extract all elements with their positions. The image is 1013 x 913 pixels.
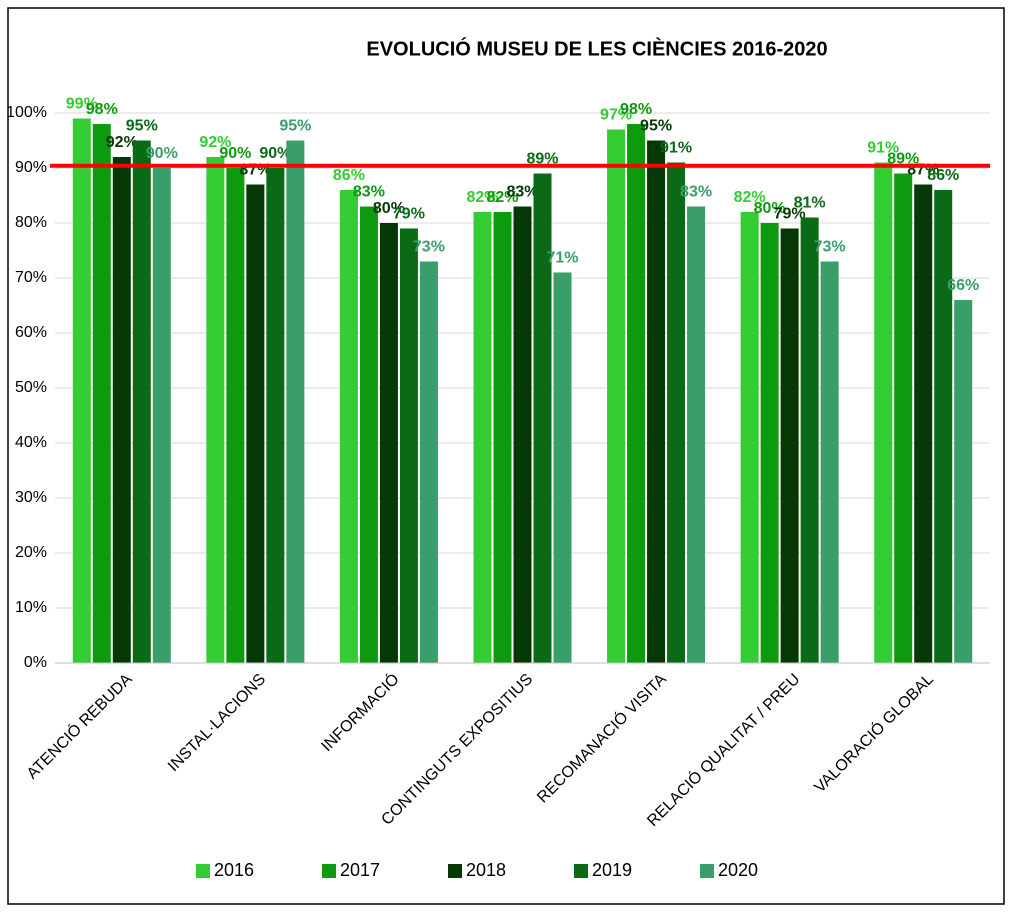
data-label: 79% xyxy=(774,206,806,223)
bar xyxy=(72,118,91,663)
data-label: 95% xyxy=(279,118,311,135)
bar xyxy=(667,162,686,663)
data-label: 97% xyxy=(600,107,632,124)
data-label: 82% xyxy=(466,189,498,206)
data-label: 90% xyxy=(219,145,251,162)
data-label: 83% xyxy=(506,184,538,201)
data-label: 89% xyxy=(526,151,558,168)
data-label: 66% xyxy=(947,277,979,294)
bar xyxy=(339,190,358,663)
data-label: 80% xyxy=(373,200,405,217)
legend-label: 2019 xyxy=(592,860,632,880)
data-label: 92% xyxy=(199,134,231,151)
bar xyxy=(687,206,706,663)
data-label: 95% xyxy=(126,118,158,135)
bar xyxy=(894,173,913,663)
bar xyxy=(820,261,839,663)
data-label: 83% xyxy=(353,184,385,201)
y-tick-label: 40% xyxy=(15,434,47,451)
bar xyxy=(92,124,111,663)
data-label: 89% xyxy=(887,151,919,168)
y-tick-label: 0% xyxy=(24,654,47,671)
legend-swatch xyxy=(322,864,336,878)
bar xyxy=(934,190,953,663)
data-label: 92% xyxy=(106,134,138,151)
legend-swatch xyxy=(448,864,462,878)
bar xyxy=(800,217,819,663)
data-label: 82% xyxy=(734,189,766,206)
y-tick-label: 30% xyxy=(15,489,47,506)
legend-label: 2016 xyxy=(214,860,254,880)
data-label: 73% xyxy=(413,239,445,256)
bar xyxy=(226,168,245,663)
bar xyxy=(286,140,305,663)
data-label: 90% xyxy=(259,145,291,162)
data-label: 86% xyxy=(333,167,365,184)
bar xyxy=(954,300,973,663)
y-tick-label: 20% xyxy=(15,544,47,561)
data-label: 86% xyxy=(927,167,959,184)
data-label: 91% xyxy=(867,140,899,157)
bar xyxy=(607,129,626,663)
data-label: 98% xyxy=(620,101,652,118)
bar xyxy=(359,206,378,663)
bar xyxy=(914,184,933,663)
data-label: 71% xyxy=(546,250,578,267)
bar xyxy=(399,228,418,663)
legend-label: 2020 xyxy=(718,860,758,880)
y-tick-label: 70% xyxy=(15,269,47,286)
legend-label: 2017 xyxy=(340,860,380,880)
bar xyxy=(132,140,151,663)
bar xyxy=(647,140,666,663)
bar xyxy=(513,206,532,663)
data-label: 99% xyxy=(66,96,98,113)
bar xyxy=(874,162,893,663)
bar xyxy=(493,212,512,663)
data-label: 79% xyxy=(393,206,425,223)
data-label: 73% xyxy=(814,239,846,256)
data-label: 81% xyxy=(794,195,826,212)
bar xyxy=(473,212,492,663)
legend-swatch xyxy=(574,864,588,878)
bar xyxy=(266,168,285,663)
bar xyxy=(740,212,759,663)
data-label: 91% xyxy=(660,140,692,157)
bar xyxy=(553,272,572,663)
legend-label: 2018 xyxy=(466,860,506,880)
bar xyxy=(246,184,265,663)
chart-title: EVOLUCIÓ MUSEU DE LES CIÈNCIES 2016-2020 xyxy=(366,36,827,60)
bar xyxy=(152,168,171,663)
y-tick-label: 60% xyxy=(15,324,47,341)
data-label: 98% xyxy=(86,101,118,118)
bar xyxy=(112,157,131,663)
data-label: 82% xyxy=(486,189,518,206)
bar xyxy=(419,261,438,663)
bar xyxy=(627,124,646,663)
y-tick-label: 10% xyxy=(15,599,47,616)
bar xyxy=(533,173,552,663)
y-tick-label: 50% xyxy=(15,379,47,396)
legend-swatch xyxy=(700,864,714,878)
y-tick-label: 100% xyxy=(6,104,47,121)
data-label: 95% xyxy=(640,118,672,135)
y-tick-label: 80% xyxy=(15,214,47,231)
data-label: 80% xyxy=(754,200,786,217)
bar xyxy=(780,228,799,663)
bar xyxy=(206,157,225,663)
bar xyxy=(760,223,779,663)
data-label: 83% xyxy=(680,184,712,201)
legend-swatch xyxy=(196,864,210,878)
bar xyxy=(379,223,398,663)
data-label: 90% xyxy=(146,145,178,162)
y-tick-label: 90% xyxy=(15,159,47,176)
